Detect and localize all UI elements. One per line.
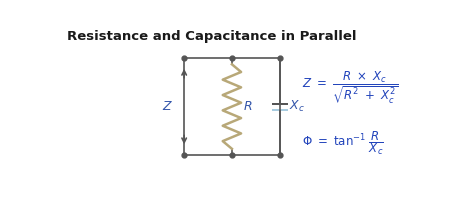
Text: $\mathit{\Phi}\ =\ \mathrm{tan}^{-1}\ \dfrac{R}{X_c}$: $\mathit{\Phi}\ =\ \mathrm{tan}^{-1}\ \d…: [301, 129, 383, 157]
Text: Resistance and Capacitance in Parallel: Resistance and Capacitance in Parallel: [66, 30, 356, 43]
FancyBboxPatch shape: [272, 103, 288, 104]
Text: $X_c$: $X_c$: [289, 99, 305, 114]
Text: Z: Z: [163, 100, 171, 113]
Text: $Z\ =\ \dfrac{R\ \times\ X_c}{\sqrt{R^2\ +\ X_c^2}}$: $Z\ =\ \dfrac{R\ \times\ X_c}{\sqrt{R^2\…: [301, 69, 398, 105]
Text: R: R: [244, 100, 252, 113]
FancyBboxPatch shape: [272, 109, 288, 111]
